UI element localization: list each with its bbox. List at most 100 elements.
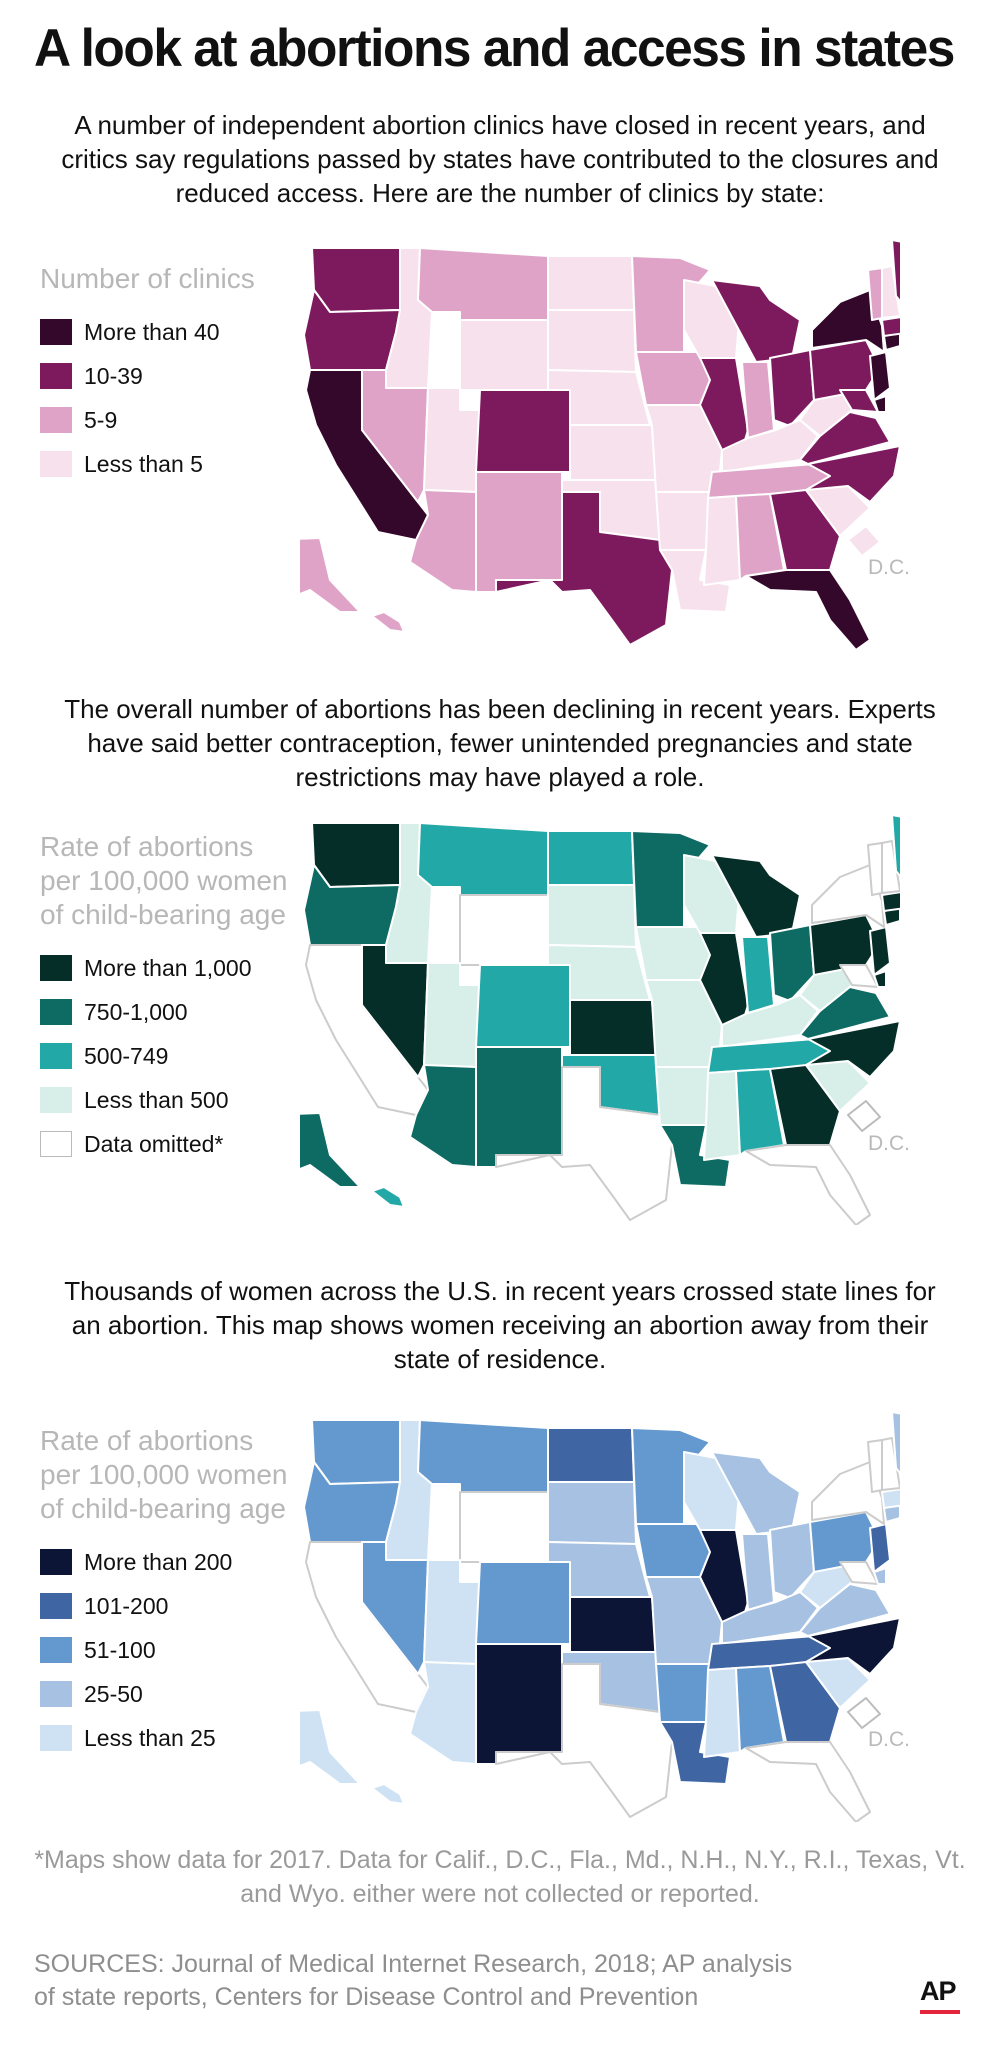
- state-ny: [811, 289, 885, 353]
- legend-label: 101-200: [84, 1592, 169, 1619]
- state-ms: [703, 1070, 741, 1161]
- legend-swatch: [40, 955, 72, 981]
- state-ia: [635, 351, 711, 406]
- clinics-legend-title: Number of clinics: [40, 263, 255, 294]
- dc-label: D.C.: [868, 556, 910, 579]
- state-ny: [811, 864, 885, 928]
- state-fl: [745, 1144, 871, 1225]
- legend-item: More than 40: [40, 310, 255, 354]
- legend-label: 500-749: [84, 1042, 169, 1069]
- legend-label: More than 40: [84, 318, 220, 345]
- ap-logo: AP: [920, 1976, 957, 2006]
- legend-item: 51-100: [40, 1628, 300, 1672]
- state-ga: [769, 1064, 841, 1146]
- state-ga: [769, 1661, 841, 1743]
- state-me: [891, 240, 900, 303]
- legend-swatch: [40, 1549, 72, 1575]
- ap-logo-bar: [920, 2010, 960, 2014]
- legend-item: 10-39: [40, 354, 255, 398]
- state-ar: [655, 1066, 713, 1126]
- state-ga: [769, 489, 841, 571]
- legend-swatch: [40, 407, 72, 433]
- travel-legend: Rate of abortions per 100,000 women of c…: [40, 1424, 300, 1760]
- rate-legend: Rate of abortions per 100,000 women of c…: [40, 830, 300, 1166]
- legend-swatch: [40, 999, 72, 1025]
- state-sd: [547, 884, 637, 948]
- legend-label: 750-1,000: [84, 998, 188, 1025]
- legend-label: Data omitted*: [84, 1130, 224, 1157]
- state-nc: [805, 445, 900, 503]
- state-nj: [869, 926, 891, 976]
- legend-swatch: [40, 451, 72, 477]
- legend-label: Less than 25: [84, 1724, 216, 1751]
- legend-label: Less than 500: [84, 1086, 229, 1113]
- state-ks: [569, 999, 657, 1056]
- state-nd: [547, 1427, 635, 1483]
- dc-label: D.C.: [868, 1728, 910, 1751]
- legend-item: Less than 5: [40, 442, 255, 486]
- legend-label: 51-100: [84, 1636, 156, 1663]
- state-nm: [475, 1643, 563, 1765]
- clinics-intro: A number of independent abortion clinics…: [61, 110, 939, 208]
- state-ny: [811, 1461, 885, 1525]
- legend-item: 5-9: [40, 398, 255, 442]
- state-wy: [459, 894, 549, 966]
- legend-item: Data omitted*: [40, 1122, 300, 1166]
- travel-map: [300, 1412, 900, 1822]
- state-ut: [423, 387, 481, 493]
- state-nm: [475, 471, 563, 593]
- travel-intro: Thousands of women across the U.S. in re…: [64, 1276, 936, 1374]
- state-ks: [569, 1596, 657, 1653]
- legend-item: More than 200: [40, 1540, 300, 1584]
- state-nj: [869, 1523, 891, 1573]
- state-tx: [495, 491, 673, 646]
- state-wy: [459, 319, 549, 391]
- state-de: [873, 970, 887, 988]
- state-nc: [805, 1020, 900, 1078]
- state-nd: [547, 830, 635, 886]
- legend-label: Less than 5: [84, 450, 203, 477]
- state-ma: [881, 1488, 900, 1509]
- rate-intro: The overall number of abortions has been…: [64, 694, 936, 792]
- legend-item: 500-749: [40, 1034, 300, 1078]
- state-hi: [371, 1186, 405, 1208]
- state-mt: [417, 1419, 549, 1493]
- dc-label: D.C.: [868, 1132, 910, 1155]
- state-in: [741, 361, 775, 439]
- page-title: A look at abortions and access in states: [34, 19, 955, 78]
- legend-swatch: [40, 1725, 72, 1751]
- state-wa: [311, 822, 401, 888]
- legend-item: 25-50: [40, 1672, 300, 1716]
- state-ut: [423, 1559, 481, 1665]
- state-me: [891, 815, 900, 878]
- state-de: [873, 395, 887, 413]
- state-co: [475, 389, 571, 473]
- state-ks: [569, 424, 657, 481]
- state-oh: [769, 924, 815, 1002]
- state-nh: [881, 265, 900, 319]
- state-ak: [300, 1709, 361, 1785]
- dc-inset: [847, 1100, 881, 1132]
- dc-inset: [847, 525, 881, 557]
- state-wa: [311, 1419, 401, 1485]
- state-mt: [417, 822, 549, 896]
- legend-item: Less than 500: [40, 1078, 300, 1122]
- state-nd: [547, 255, 635, 311]
- state-sd: [547, 309, 637, 373]
- state-ak: [300, 537, 361, 613]
- legend-label: More than 1,000: [84, 954, 252, 981]
- state-ia: [635, 1523, 711, 1578]
- state-ma: [881, 891, 900, 912]
- state-nh: [881, 1437, 900, 1491]
- state-nm: [475, 1046, 563, 1168]
- legend-swatch: [40, 1681, 72, 1707]
- state-ma: [881, 316, 900, 337]
- legend-label: 5-9: [84, 406, 118, 433]
- legend-item: More than 1,000: [40, 946, 300, 990]
- state-nc: [805, 1617, 900, 1675]
- rate-legend-title: Rate of abortions per 100,000 women of c…: [40, 831, 288, 930]
- state-fl: [745, 569, 871, 650]
- state-ak: [300, 1112, 361, 1188]
- state-ms: [703, 495, 741, 586]
- legend-swatch: [40, 1637, 72, 1663]
